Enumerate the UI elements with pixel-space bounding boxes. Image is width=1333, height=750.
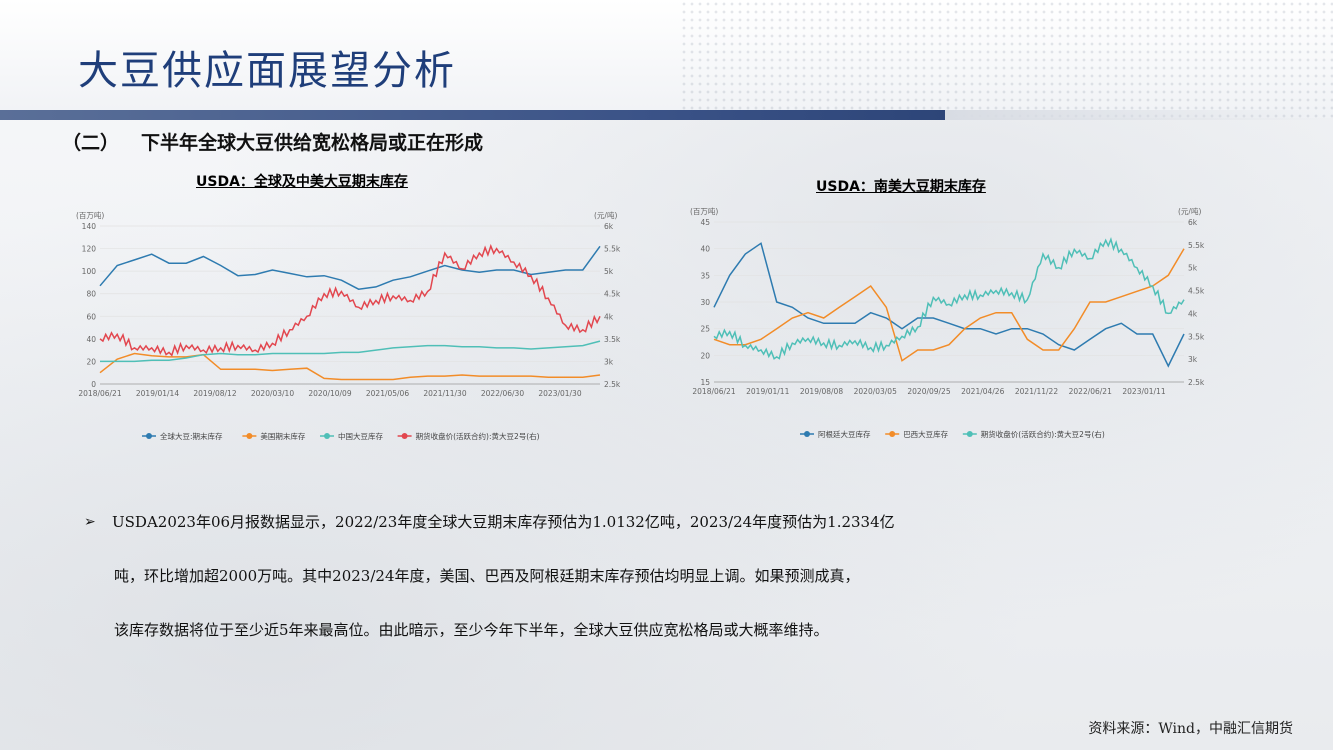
x-tick-label: 2023/01/11 xyxy=(1122,387,1165,396)
legend-marker xyxy=(401,433,408,439)
x-tick-label: 2020/03/10 xyxy=(251,389,294,398)
legend-marker xyxy=(246,433,253,439)
y-right-tick-label: 2.5k xyxy=(604,380,621,389)
y-right-tick-label: 4.5k xyxy=(1188,287,1205,296)
legend-marker xyxy=(324,433,330,439)
y-right-tick-label: 5k xyxy=(604,267,614,276)
x-tick-label: 2021/11/22 xyxy=(1015,387,1058,396)
y-left-tick-label: 30 xyxy=(700,298,710,307)
x-tick-label: 2019/01/14 xyxy=(136,389,179,398)
y-left-tick-label: 20 xyxy=(86,357,96,366)
y-right-tick-label: 4.5k xyxy=(604,290,621,299)
x-tick-label: 2020/10/09 xyxy=(308,389,351,398)
x-tick-label: 2019/01/11 xyxy=(746,387,789,396)
x-tick-label: 2020/09/25 xyxy=(907,387,950,396)
x-tick-label: 2020/03/05 xyxy=(854,387,897,396)
y-right-unit-label: (元/吨) xyxy=(594,210,617,220)
x-tick-label: 2019/08/08 xyxy=(800,387,843,396)
title-underline-fade xyxy=(945,110,1333,120)
legend-marker xyxy=(966,431,973,437)
section-subtitle: （二） 下半年全球大豆供给宽松格局或正在形成 xyxy=(62,128,483,155)
bullet-line-2: 吨，环比增加超2000万吨。其中2023/24年度，美国、巴西及阿根廷期末库存预… xyxy=(114,567,860,585)
legend-marker xyxy=(804,431,810,437)
y-left-tick-label: 60 xyxy=(86,312,96,321)
y-right-tick-label: 5k xyxy=(1188,264,1198,273)
y-left-tick-label: 140 xyxy=(82,222,97,231)
y-left-tick-label: 40 xyxy=(700,245,710,254)
y-left-tick-label: 100 xyxy=(82,267,97,276)
decorative-dot-map xyxy=(680,0,1333,118)
y-right-unit-label: (元/吨) xyxy=(1178,206,1201,216)
legend-label-2: 巴西大豆库存 xyxy=(903,429,948,439)
page-title: 大豆供应面展望分析 xyxy=(78,48,456,94)
y-right-tick-label: 4k xyxy=(1188,309,1198,318)
y-right-tick-label: 5.5k xyxy=(1188,241,1205,250)
section-number: （二） xyxy=(62,132,120,154)
y-left-unit-label: (百万吨) xyxy=(690,206,718,216)
x-tick-label: 2018/06/21 xyxy=(692,387,735,396)
x-tick-label: 2021/04/26 xyxy=(961,387,1004,396)
legend-marker xyxy=(146,433,152,439)
x-tick-label: 2019/08/12 xyxy=(193,389,236,398)
title-underline-bar xyxy=(0,110,945,120)
legend-marker xyxy=(889,431,896,437)
y-left-tick-label: 20 xyxy=(700,351,710,360)
source-note: 资料来源：Wind，中融汇信期货 xyxy=(1088,721,1293,737)
legend-label-1: 全球大豆:期末库存 xyxy=(160,431,223,441)
series-line-2 xyxy=(99,352,601,381)
series-line-3 xyxy=(100,340,601,363)
x-tick-label: 2022/06/21 xyxy=(1069,387,1112,396)
bullet-line-3: 该库存数据将位于至少近5年来最高位。由此暗示，至少今年下半年，全球大豆供应宽松格… xyxy=(114,621,829,639)
y-left-tick-label: 45 xyxy=(700,218,710,227)
series-line-3 xyxy=(713,236,1185,360)
x-tick-label: 2021/05/06 xyxy=(366,389,409,398)
legend-label-3: 中国大豆库存 xyxy=(338,431,383,441)
y-left-tick-label: 35 xyxy=(700,271,710,280)
y-right-tick-label: 6k xyxy=(604,222,614,231)
chart-2-title: USDA：南美大豆期末库存 xyxy=(816,179,986,195)
x-tick-label: 2022/06/30 xyxy=(481,389,524,398)
series-line-1 xyxy=(99,245,601,290)
y-right-tick-label: 3.5k xyxy=(1188,332,1205,341)
y-left-tick-label: 0 xyxy=(91,380,96,389)
y-right-tick-label: 3k xyxy=(604,357,614,366)
legend-label-2: 美国期末库存 xyxy=(260,431,305,441)
y-left-tick-label: 15 xyxy=(700,378,710,387)
series-line-2 xyxy=(713,248,1185,362)
bullet-text-1: USDA2023年06月报数据显示，2022/23年度全球大豆期末库存预估为1.… xyxy=(112,513,895,531)
bullet-arrow-icon: ➢ xyxy=(84,514,96,530)
legend-label-1: 阿根廷大豆库存 xyxy=(818,429,871,439)
series-line-1 xyxy=(713,242,1185,368)
section-heading: 下半年全球大豆供给宽松格局或正在形成 xyxy=(141,132,484,154)
y-left-tick-label: 120 xyxy=(82,245,97,254)
chart-1: (百万吨) (元/吨) 0 20 40 60 80 100 120 140 2.5k 3k 3.5k 4k… xyxy=(76,210,621,441)
chart-2: (百万吨) (元/吨) 15 20 25 30 35 40 45 2.5k 3k 3.5k 4k 4.5k… xyxy=(690,206,1205,439)
y-right-tick-label: 5.5k xyxy=(604,245,621,254)
y-right-tick-label: 3k xyxy=(1188,355,1198,364)
y-right-tick-label: 2.5k xyxy=(1188,378,1205,387)
y-left-tick-label: 40 xyxy=(86,335,96,344)
series-line-4 xyxy=(99,243,601,357)
y-right-tick-label: 4k xyxy=(604,312,614,321)
x-tick-label: 2021/11/30 xyxy=(423,389,466,398)
x-tick-label: 2018/06/21 xyxy=(78,389,121,398)
y-left-tick-label: 25 xyxy=(700,325,710,334)
chart-1-title: USDA：全球及中美大豆期末库存 xyxy=(196,174,408,190)
y-left-tick-label: 80 xyxy=(86,290,96,299)
y-right-tick-label: 6k xyxy=(1188,218,1198,227)
legend-label-4: 期货收盘价(活跃合约):黄大豆2号(右) xyxy=(416,431,540,441)
x-tick-label: 2023/01/30 xyxy=(538,389,581,398)
header-band xyxy=(0,0,1333,118)
y-right-tick-label: 3.5k xyxy=(604,335,621,344)
y-left-unit-label: (百万吨) xyxy=(76,210,104,220)
legend-label-3: 期货收盘价(活跃合约):黄大豆2号(右) xyxy=(981,429,1105,439)
